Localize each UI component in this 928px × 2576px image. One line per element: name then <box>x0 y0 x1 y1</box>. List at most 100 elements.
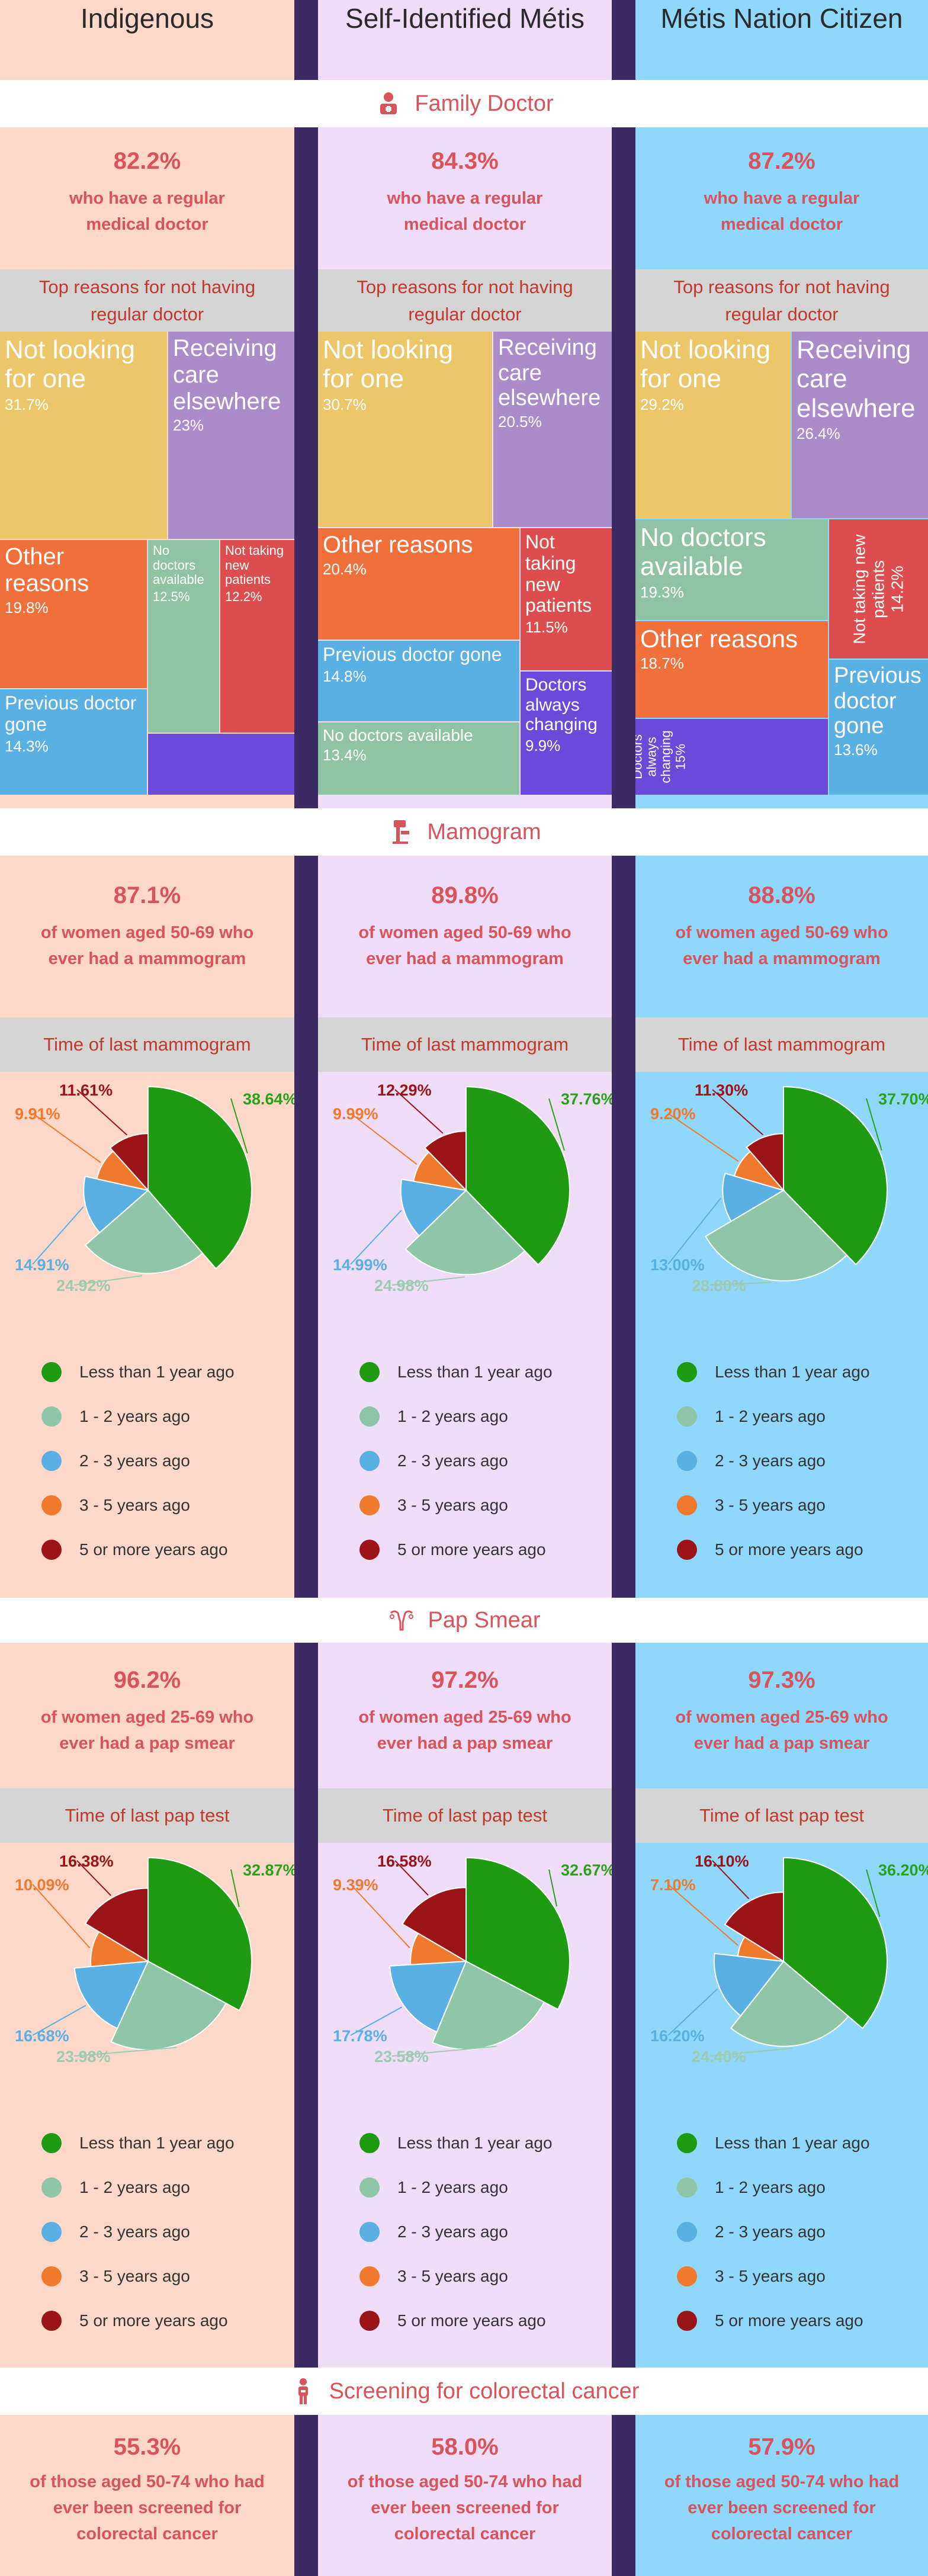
pie-leader-line <box>866 1098 882 1151</box>
treemap-rotated-text: Not taking new patients 14.2% <box>850 524 907 654</box>
pie-leader-line <box>866 1869 881 1917</box>
stat-desc-line2: ever had a mammogram <box>366 949 564 968</box>
pie-data-label: 38.64% <box>243 1090 294 1108</box>
treemap-label: Previous doctor gone <box>323 644 502 665</box>
treemap-value: 23% <box>173 416 204 435</box>
treemap-cell: Previous doctor gone 13.6% <box>829 660 928 795</box>
stat-desc-line1: of women aged 50-69 who <box>358 923 571 942</box>
stat-desc-line2: ever had a mammogram <box>683 949 881 968</box>
pap-panel-title-indigenous: Time of last pap test <box>0 1788 294 1843</box>
pie-data-label: 32.87% <box>243 1861 294 1879</box>
pie-data-label: 16.38% <box>59 1852 114 1870</box>
legend-swatch <box>41 1451 62 1471</box>
section-colorectal: Screening for colorectal cancer <box>0 2368 928 2415</box>
pie-leader-line <box>350 1113 418 1165</box>
pie-wedge <box>109 1133 149 1192</box>
pie-data-label: 14.91% <box>15 1256 69 1274</box>
pie-leader-line <box>667 1988 718 2036</box>
column-header-self-metis: Self-Identified Métis <box>345 3 585 34</box>
stat-percent: 84.3% <box>431 148 499 174</box>
legend-swatch <box>677 2311 697 2331</box>
legend-item: 5 or more years ago <box>41 1540 228 1560</box>
legend-item: 2 - 3 years ago <box>677 1451 826 1471</box>
treemap-label: Previous doctor gone <box>5 692 137 735</box>
treemap-cell: Not looking for one 30.7% <box>318 332 492 527</box>
mammogram-pie-self-metis: 37.76% 24.98% 14.99% 9.99% 12.29% <box>333 1081 612 1295</box>
pie-data-label: 16.10% <box>695 1852 749 1870</box>
stat-desc-line2: medical doctor <box>86 215 208 234</box>
legend-swatch <box>677 2177 697 2198</box>
treemap-value: 18.7% <box>640 654 684 673</box>
reasons-header-mnc: Top reasons for not having regular docto… <box>635 269 928 332</box>
pie-leader-line <box>230 1098 248 1154</box>
legend-swatch <box>677 2222 697 2242</box>
stat-family-doctor-indigenous: 82.2% who have a regular medical doctor <box>0 148 294 237</box>
treemap-value: 31.7% <box>5 395 49 413</box>
pie-leader-line <box>667 1884 738 1946</box>
legend-item: Less than 1 year ago <box>677 2133 870 2153</box>
legend-label: Less than 1 year ago <box>397 1363 553 1381</box>
treemap-value: 20.4% <box>323 560 367 578</box>
treemap-cell: Receiving care elsewhere 20.5% <box>493 332 612 527</box>
legend-item: 2 - 3 years ago <box>677 2222 826 2242</box>
doctor-icon <box>380 92 397 114</box>
pie-wedge <box>724 1891 784 1962</box>
stat-percent: 58.0% <box>431 2434 499 2460</box>
treemap-label: Previous doctor gone <box>834 663 921 739</box>
treemap-label: Not looking for one <box>640 335 771 394</box>
treemap-label: Other reasons <box>640 625 798 653</box>
pie-wedge <box>431 1960 545 2050</box>
pie-leader-line <box>712 1860 750 1900</box>
stat-desc-line1: of those aged 50-74 who had <box>30 2472 265 2491</box>
treemap-cell: Previous doctor gone 14.8% <box>318 641 519 721</box>
pap-pie-mnc: 36.20% 24.40% 16.20% 7.10% 16.10% <box>650 1852 928 2066</box>
legend-label: 2 - 3 years ago <box>715 1451 826 1470</box>
treemap-label: No doctors available <box>323 726 473 744</box>
stat-desc-line1: of those aged 50-74 who had <box>664 2472 900 2491</box>
stat-desc-line1: of women aged 25-69 who <box>358 1708 571 1727</box>
section-title-mammogram: Mamogram <box>427 819 541 844</box>
treemap-label: Receiving care elsewhere <box>797 335 916 423</box>
legend-label: Less than 1 year ago <box>715 2134 870 2152</box>
legend-label: 1 - 2 years ago <box>397 1407 508 1425</box>
pie-leader-line <box>391 2045 497 2057</box>
stat-desc-line2: medical doctor <box>403 215 526 234</box>
legend-swatch <box>677 1406 697 1427</box>
section-title-colorectal: Screening for colorectal cancer <box>329 2378 640 2404</box>
legend-mammogram-self-metis: Less than 1 year ago 1 - 2 years ago 2 -… <box>359 1362 608 1563</box>
stat-desc-line1: of women aged 25-69 who <box>40 1708 254 1727</box>
legend-swatch <box>677 1362 697 1382</box>
legend-label: 5 or more years ago <box>397 1540 546 1559</box>
stat-mammogram-indigenous: 87.1% of women aged 50-69 who ever had a… <box>0 882 294 972</box>
legend-label: Less than 1 year ago <box>79 2134 235 2152</box>
stat-mammogram-mnc: 88.8% of women aged 50-69 who ever had a… <box>635 882 928 972</box>
pie-leader-line <box>350 1210 402 1265</box>
pie-wedge <box>84 1887 149 1962</box>
legend-label: 5 or more years ago <box>715 2311 863 2330</box>
pie-leader-line <box>350 2006 403 2036</box>
treemap-value: 30.7% <box>323 395 367 413</box>
stat-pap-mnc: 97.3% of women aged 25-69 who ever had a… <box>635 1667 928 1756</box>
legend-swatch <box>41 2266 62 2286</box>
pie-data-label: 11.30% <box>695 1081 748 1099</box>
pie-data-label: 17.78% <box>333 2027 387 2045</box>
legend-label: 5 or more years ago <box>79 2311 228 2330</box>
stat-percent: 57.9% <box>748 2434 815 2460</box>
treemap-value: 14.2% <box>888 565 907 613</box>
legend-item: 3 - 5 years ago <box>359 2266 508 2286</box>
legend-label: 1 - 2 years ago <box>79 1407 190 1425</box>
section-family-doctor: Family Doctor <box>0 80 928 127</box>
legend-swatch <box>677 2266 697 2286</box>
legend-swatch <box>677 1540 697 1560</box>
treemap-cell: Previous doctor gone 14.3% <box>0 689 147 795</box>
pie-leader-line <box>73 1275 143 1286</box>
treemap-value: 19.3% <box>640 583 684 601</box>
section-mammogram: Mamogram <box>0 808 928 856</box>
pie-data-label: 16.68% <box>15 2027 69 2045</box>
treemap-label: Not taking new patients <box>225 543 284 587</box>
pie-data-label: 11.61% <box>59 1081 113 1099</box>
treemap-value: 13.4% <box>323 746 367 765</box>
reasons-title-line2: regular doctor <box>725 303 839 325</box>
stat-desc-line1: of women aged 50-69 who <box>675 923 888 942</box>
pie-data-label: 23.98% <box>56 2048 111 2066</box>
